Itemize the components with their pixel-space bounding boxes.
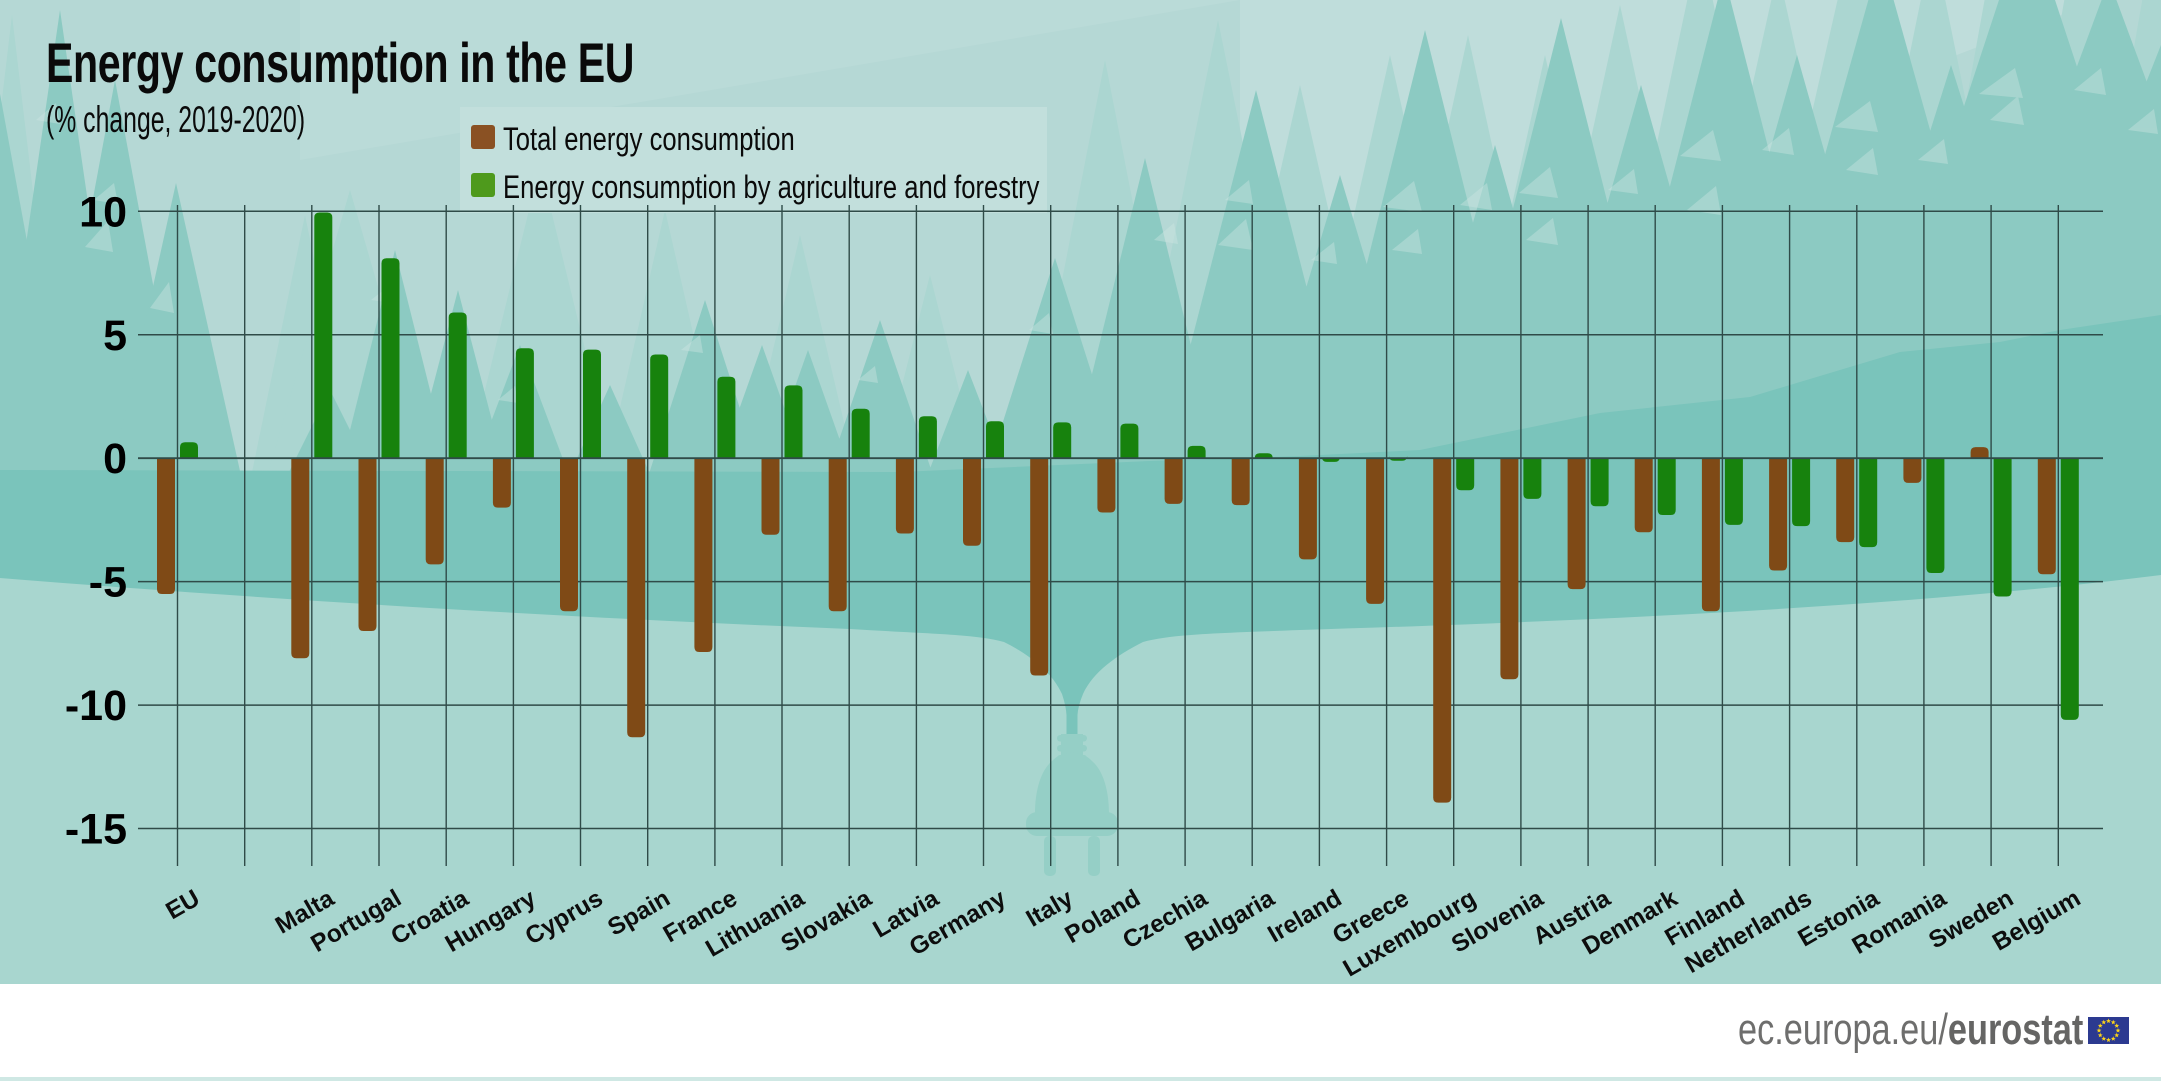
svg-text:0: 0: [103, 435, 127, 483]
svg-text:-10: -10: [65, 682, 127, 730]
svg-text:10: 10: [79, 188, 127, 236]
svg-text:-15: -15: [65, 806, 127, 854]
svg-text:5: 5: [103, 312, 127, 360]
svg-text:-5: -5: [89, 559, 127, 607]
